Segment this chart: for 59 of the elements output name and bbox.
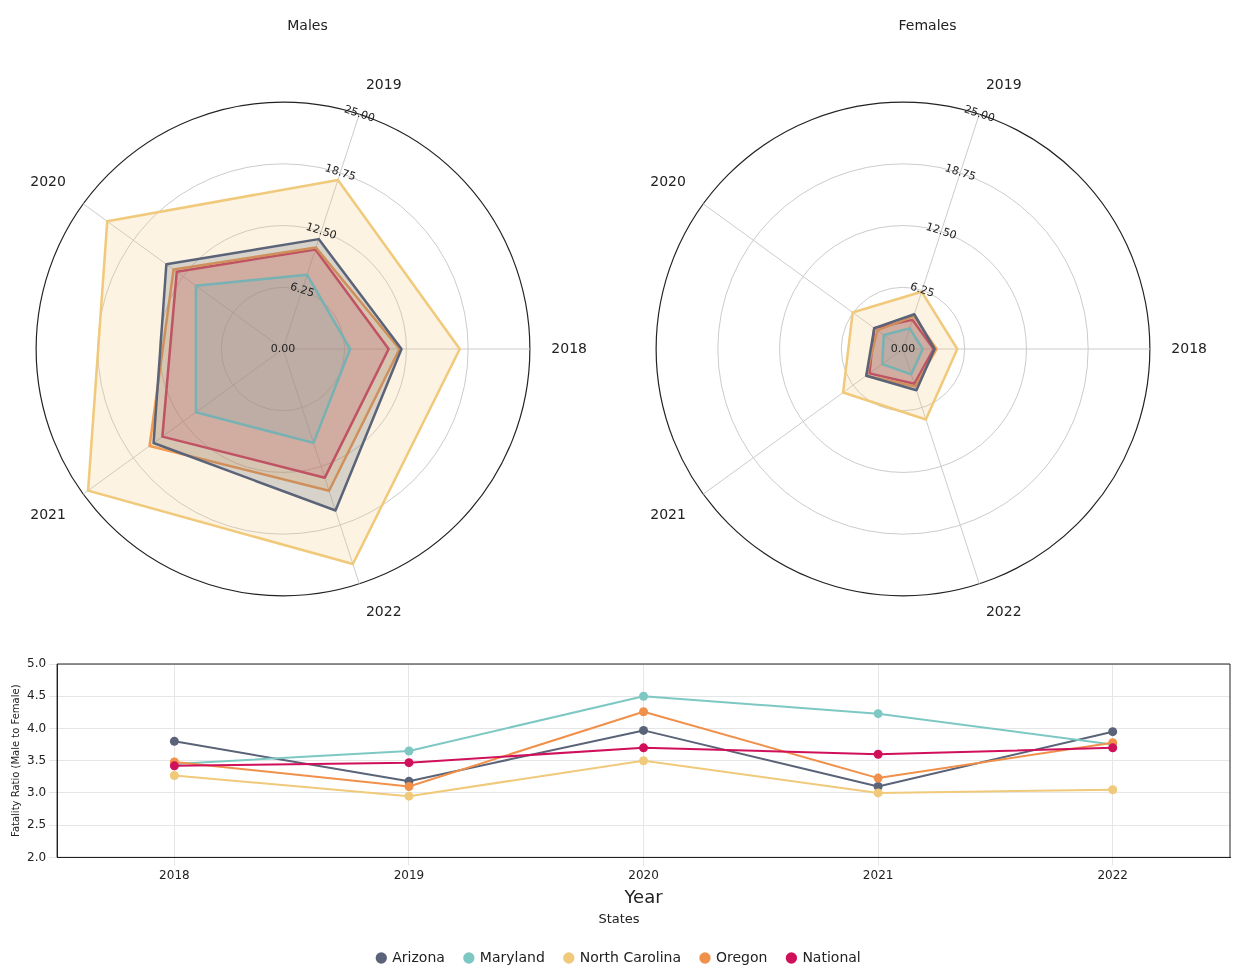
point [639,691,649,701]
spoke-label: 2018 [1171,339,1208,356]
point [873,749,883,759]
y-tick-label: 4.5 [26,688,47,703]
point [873,773,883,783]
y-axis-title: Fatality Ratio (Male to Female) [9,684,21,837]
point [169,736,179,746]
y-tick-label: 5.0 [26,656,47,671]
point [639,743,649,753]
point [1108,727,1118,737]
y-tick-label: 25.00 [962,102,997,125]
y-tick-label: 3.0 [26,785,47,800]
point [873,709,883,719]
x-tick-label: 2018 [159,867,190,882]
x-tick-label: 2021 [862,867,894,882]
spoke-label: 2020 [30,173,66,190]
point [1108,785,1118,795]
spoke-label: 2019 [985,76,1022,92]
x-tick-label: 2020 [628,867,659,882]
x-axis-title: Year [623,886,664,908]
spoke-label: 2022 [365,603,402,620]
y-tick-label: 4.0 [26,720,47,735]
y-tick-label: 6.25 [908,279,936,300]
y-tick-label: 0.00 [890,341,916,355]
y-tick-label: 3.5 [26,752,47,767]
spoke-label: 2020 [650,173,686,190]
y-tick-label: 12.50 [924,219,959,243]
point [639,756,649,766]
spoke-label: 2019 [365,76,402,92]
point [404,758,414,768]
chart-title: Males [287,17,328,34]
y-tick-label: 25.00 [342,102,377,125]
point [169,771,179,781]
point [639,725,649,735]
point [639,707,649,717]
chart-title: Females [898,17,957,34]
point [404,781,414,791]
y-tick-label: 18.75 [943,161,978,184]
point [873,788,883,798]
spoke-label: 2022 [985,603,1022,620]
legend-label: National [802,948,861,965]
y-tick-label: 0.00 [270,341,296,355]
y-tick-label: 2.0 [26,849,47,864]
y-tick-label: 6.25 [288,279,316,300]
y-tick-label: 12.50 [304,219,339,243]
spoke-label: 2021 [650,505,686,522]
legend-label: Maryland [479,948,545,965]
spoke-label: 2021 [30,505,66,522]
x-tick-label: 2022 [1097,867,1128,882]
point [404,791,414,801]
legend-label: Arizona [392,948,445,965]
legend-label: North Carolina [579,948,681,965]
x-tick-label: 2019 [393,867,425,882]
y-tick-label: 2.5 [26,817,47,832]
spoke-label: 2018 [551,339,588,356]
y-tick-label: 18.75 [323,161,358,184]
point [404,746,414,756]
legend-title: States [598,911,640,927]
legend-label: Oregon [715,948,768,965]
